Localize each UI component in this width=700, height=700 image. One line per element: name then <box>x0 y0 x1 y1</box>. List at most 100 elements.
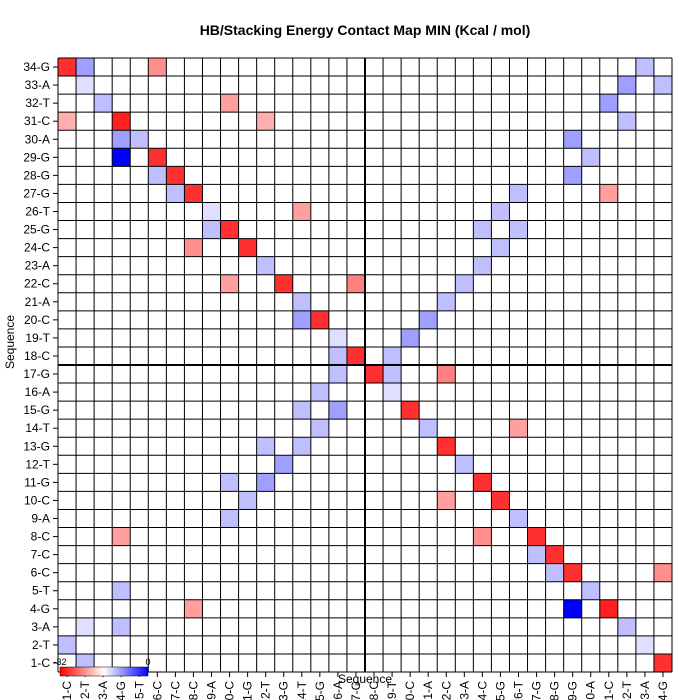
y-tick-label: 12-T <box>25 457 50 471</box>
x-tick-label: 34-G <box>656 681 670 700</box>
heatmap-cell-26-T-14-T <box>292 202 311 221</box>
heatmap-cell-12-T-23-A <box>455 455 474 474</box>
y-tick-label: 16-A <box>25 385 50 399</box>
heatmap-cell-4-G-29-G <box>563 599 582 618</box>
heatmap-cell-4-G-31-C <box>599 599 618 618</box>
heatmap-cell-5-T-30-A <box>581 581 600 600</box>
heatmap-cell-26-T-25-G <box>491 202 510 221</box>
x-tick-label: 21-A <box>421 681 435 700</box>
heatmap-cell-6-C-34-G <box>653 563 672 582</box>
y-tick-label: 11-G <box>24 475 50 489</box>
x-tick-label: 14-T <box>295 680 309 700</box>
x-tick-label: 17-G <box>349 681 363 700</box>
heatmap-cell-11-G-24-C <box>473 473 492 492</box>
y-tick-label: 32-T <box>25 96 50 110</box>
heatmap-cell-16-A-15-G <box>310 383 329 402</box>
colorbar-min-label: -32 <box>53 657 66 667</box>
colorbar: -32 0 <box>53 657 151 677</box>
heatmap-cell-20-C-14-T <box>292 310 311 329</box>
heatmap-cell-32-T-31-C <box>599 94 618 113</box>
heatmap-cell-31-C-1-C <box>58 112 77 131</box>
heatmap-cell-13-G-22-C <box>437 437 456 456</box>
heatmap-cell-34-G-2-T <box>76 58 95 77</box>
y-tick-label: 3-A <box>31 620 50 634</box>
x-tick-label: 7-C <box>168 681 182 700</box>
heatmap-cell-22-C-13-G <box>274 274 293 293</box>
y-axis-label: Sequence <box>3 315 17 369</box>
x-tick-label: 9-A <box>205 681 219 700</box>
x-tick-label: 16-A <box>331 681 345 700</box>
heatmap-cell-6-C-28-G <box>545 563 564 582</box>
heatmap-cell-27-G-31-C <box>599 184 618 203</box>
x-tick-label: 33-A <box>638 681 652 700</box>
heatmap-cell-7-C-28-G <box>545 545 564 564</box>
heatmap-cell-17-G-18-C <box>365 365 384 384</box>
y-tick-label: 24-C <box>24 241 50 255</box>
y-tick-label: 26-T <box>25 205 50 219</box>
y-tick-label: 27-G <box>23 186 50 200</box>
x-tick-label: 20-C <box>403 681 417 700</box>
heatmap-cell-11-G-10-C <box>220 473 239 492</box>
heatmap-cell-34-G-33-A <box>635 58 654 77</box>
heatmap-cell-15-G-14-T <box>292 401 311 420</box>
heatmap-cell-31-C-4-G <box>112 112 131 131</box>
x-tick-label: 19-T <box>385 680 399 700</box>
heatmap-cell-19-T-16-A <box>328 328 347 347</box>
heatmap-cell-27-G-7-C <box>166 184 185 203</box>
heatmap-cell-34-G-1-C <box>58 58 77 77</box>
heatmap-cell-32-T-10-C <box>220 94 239 113</box>
y-tick-label: 22-C <box>24 277 50 291</box>
heatmap-cell-8-C-27-G <box>527 527 546 546</box>
heatmap-cell-13-G-14-T <box>292 437 311 456</box>
heatmap-cell-29-G-6-C <box>148 148 167 167</box>
x-tick-label: 12-T <box>259 680 273 700</box>
heatmap-cell-28-G-7-C <box>166 166 185 185</box>
heatmap-cell-22-C-23-A <box>455 274 474 293</box>
heatmap-cell-18-C-16-A <box>328 346 347 365</box>
heatmap-cell-17-G-16-A <box>328 365 347 384</box>
heatmap-cell-15-G-20-C <box>401 401 420 420</box>
heatmap-cell-33-A-32-T <box>617 76 636 95</box>
y-tick-label: 13-G <box>23 439 50 453</box>
x-tick-label: 6-C <box>150 681 164 700</box>
heatmap-cell-29-G-30-A <box>581 148 600 167</box>
heatmap-cell-7-C-27-G <box>527 545 546 564</box>
heatmap-cell-27-G-26-T <box>509 184 528 203</box>
y-tick-label: 19-T <box>25 331 50 345</box>
y-tick-label: 6-C <box>31 566 51 580</box>
heatmap-cell-28-G-29-G <box>563 166 582 185</box>
heatmap-cell-20-C-21-A <box>419 310 438 329</box>
heatmap-cell-8-C-4-G <box>112 527 131 546</box>
heatmap-cell-12-T-13-G <box>274 455 293 474</box>
heatmap-cell-11-G-12-T <box>256 473 275 492</box>
y-tick-label: 4-G <box>30 602 50 616</box>
heatmap-cell-9-A-26-T <box>509 509 528 528</box>
x-tick-label: 15-G <box>313 681 327 700</box>
heatmap-cell-3-A-32-T <box>617 617 636 636</box>
heatmap-cell-24-C-11-G <box>238 238 257 257</box>
heatmap-cell-14-T-15-G <box>310 419 329 438</box>
x-tick-label: 5-T <box>132 680 146 699</box>
heatmap-cell-16-A-19-T <box>383 383 402 402</box>
y-tick-label: 10-C <box>24 493 50 507</box>
x-tick-label: 30-A <box>584 681 598 700</box>
heatmap-cell-26-T-9-A <box>202 202 221 221</box>
x-tick-label: 10-C <box>223 681 237 700</box>
x-tick-label: 3-A <box>96 681 110 700</box>
y-tick-label: 1-C <box>31 656 51 670</box>
x-tick-label: 28-G <box>548 681 562 700</box>
x-tick-label: 23-A <box>457 681 471 700</box>
x-tick-labels: 1-C 2-T 3-A 4-G 5-T 6-C 7-C 8-C 9-A 10-C 11-G 12-T 1… <box>60 672 670 700</box>
heatmap-cell-18-C-17-G <box>346 346 365 365</box>
x-tick-label: 4-G <box>114 681 128 700</box>
heatmap-cell-31-C-12-T <box>256 112 275 131</box>
y-tick-label: 28-G <box>23 168 50 182</box>
heatmap-cell-20-C-15-G <box>310 310 329 329</box>
x-tick-label: 13-G <box>277 681 291 700</box>
x-tick-label: 11-G <box>241 681 255 700</box>
y-tick-label: 31-C <box>24 114 50 128</box>
y-tick-labels: 1-C 2-T 3-A 4-G 5-T 6-C 7-C 8-C 9-A 10-C 11-G 12-T 1… <box>23 60 58 670</box>
y-tick-label: 33-A <box>25 78 50 92</box>
colorbar-max-label: 0 <box>145 657 150 667</box>
